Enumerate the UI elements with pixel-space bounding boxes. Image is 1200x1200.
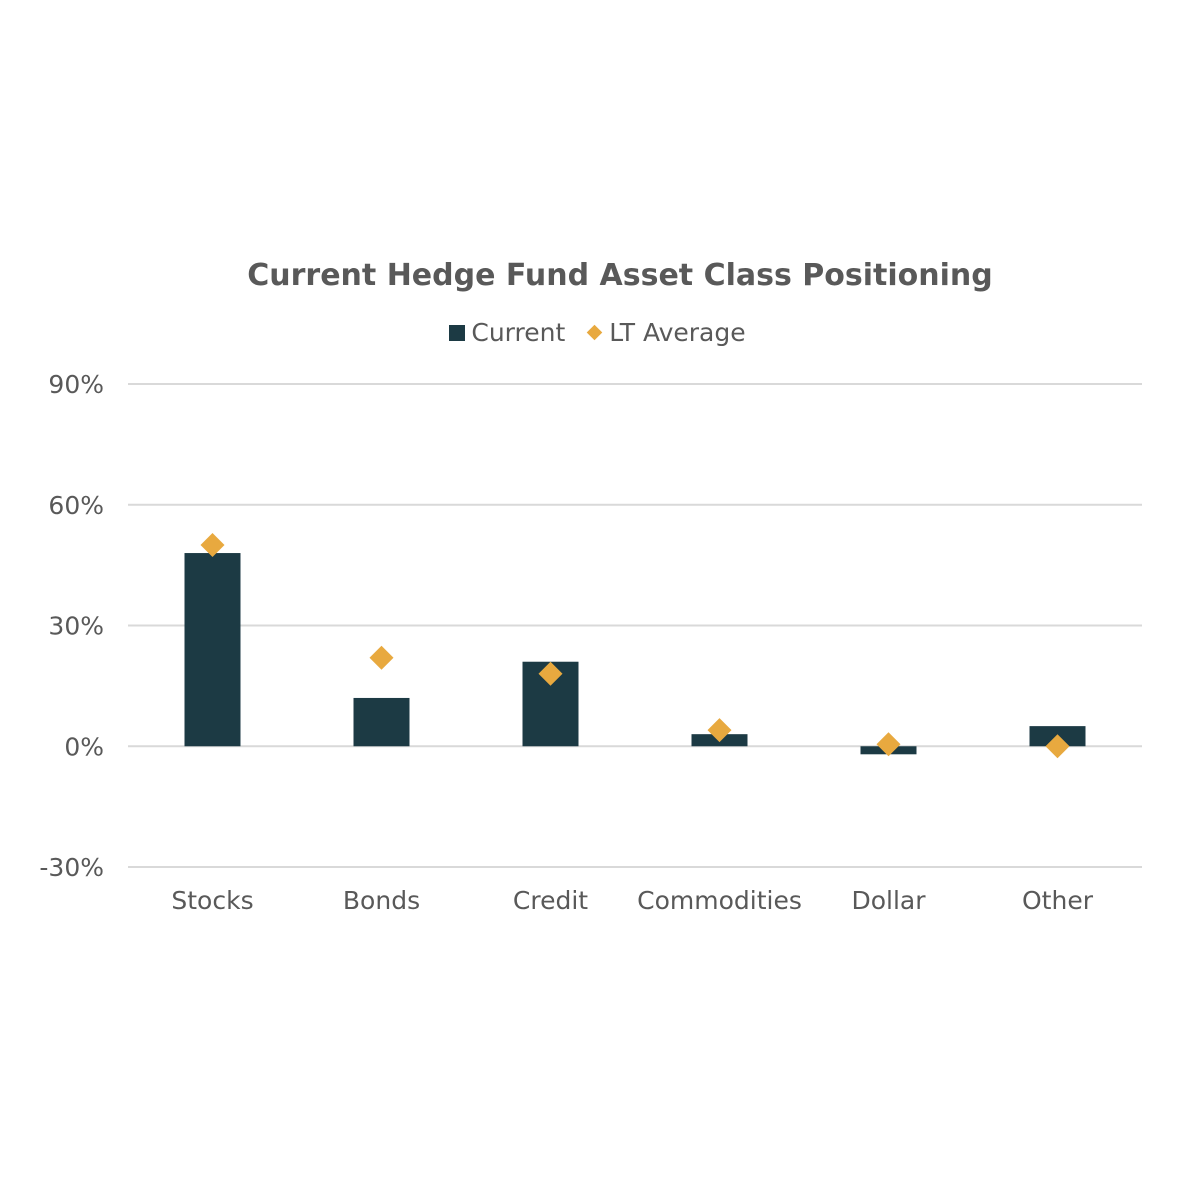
x-tick-label: Other [1022, 886, 1094, 915]
marker-lt-average [707, 718, 732, 743]
x-tick-label: Stocks [171, 886, 253, 915]
x-tick-label: Commodities [637, 886, 802, 915]
y-tick-label: -30% [39, 853, 104, 882]
y-tick-label: 90% [48, 370, 104, 399]
marker-lt-average [538, 661, 563, 686]
y-tick-label: 60% [48, 491, 104, 520]
bar-current [353, 697, 410, 747]
legend-item-current: Current [449, 318, 565, 347]
x-axis-tick-labels: Stocks Bonds Credit Commodities Dollar Other [171, 886, 1093, 915]
marker-lt-average [200, 533, 225, 557]
gridlines [128, 383, 1142, 868]
legend-swatch-bar [449, 324, 466, 341]
bar-current [184, 553, 241, 747]
legend-item-lt-average: LT Average [586, 318, 746, 347]
y-axis-tick-labels: 90% 60% 30% 0% -30% [39, 370, 104, 882]
marker-lt-average [876, 732, 901, 757]
marker-lt-average [369, 645, 394, 670]
x-tick-label: Bonds [343, 886, 420, 915]
legend-label-lt-average: LT Average [609, 318, 746, 347]
x-tick-label: Credit [513, 886, 588, 915]
chart-title: Current Hedge Fund Asset Class Positioni… [247, 258, 993, 293]
marker-lt-average [1045, 734, 1070, 759]
legend: Current LT Average [0, 318, 1195, 347]
y-tick-label: 30% [48, 612, 104, 641]
markers-lt-average [200, 533, 1070, 759]
y-tick-label: 0% [64, 732, 104, 761]
x-tick-label: Dollar [851, 886, 926, 915]
legend-label-current: Current [471, 318, 566, 347]
bars-current [184, 553, 1086, 755]
